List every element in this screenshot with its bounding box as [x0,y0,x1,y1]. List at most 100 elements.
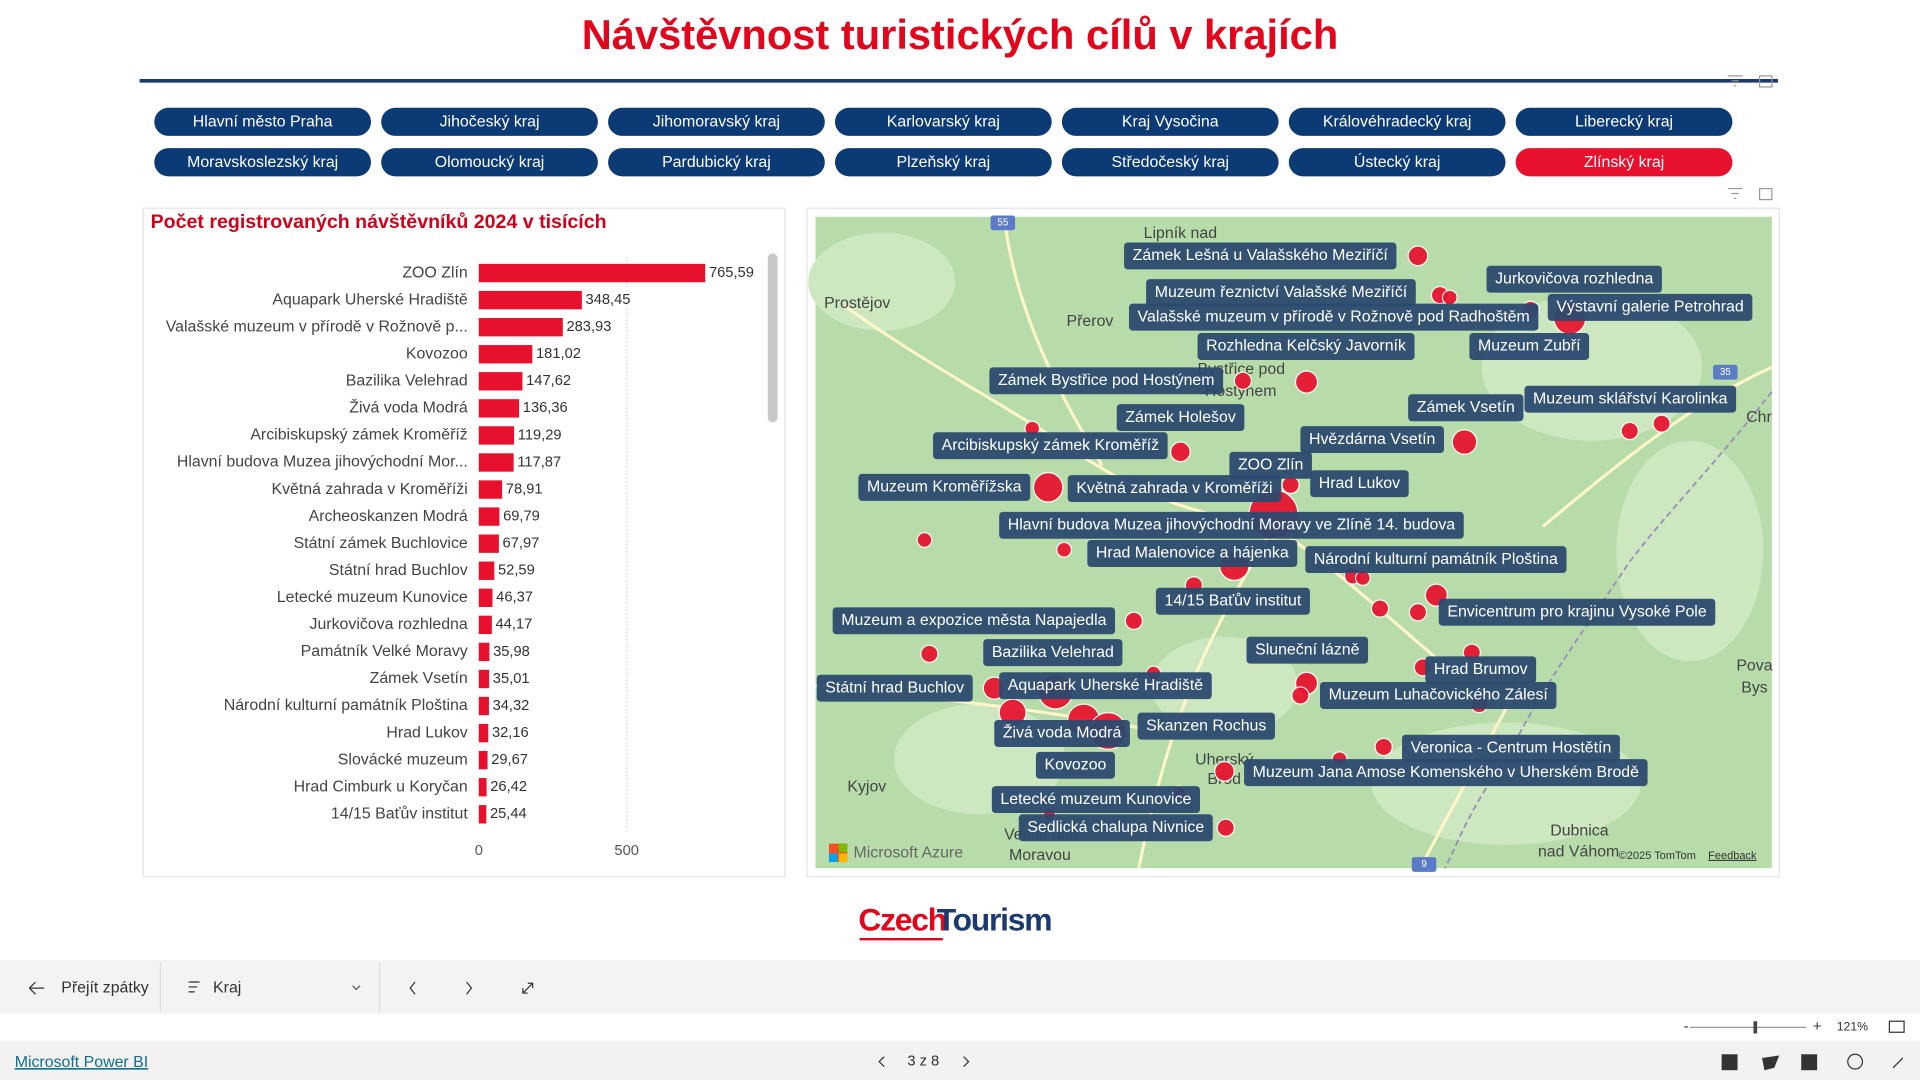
region-button-label[interactable]: Olomoucký kraj [435,154,545,171]
data-label: 147,62 [526,373,571,389]
powerbi-link[interactable]: Microsoft Power BI [15,1054,148,1071]
bar [478,453,514,472]
region-button[interactable] [154,107,372,136]
region-button[interactable] [608,148,825,177]
map-label-box [1137,712,1275,740]
region-button[interactable] [1288,148,1506,177]
map-label: Zámek Holešov [1125,409,1236,426]
region-dropdown[interactable]: Kraj [213,979,241,996]
map-label: Muzeum Zubří [1478,338,1581,355]
expand[interactable] [1892,1057,1904,1069]
map-point[interactable] [920,644,939,664]
map-point[interactable] [1407,245,1429,267]
map-point[interactable] [1124,611,1144,630]
x-tick-label: 0 [475,843,483,859]
map-place: nad Váhom [1538,843,1619,860]
region-button[interactable] [154,148,372,177]
linkedin[interactable] [1801,1054,1818,1071]
region-button-label[interactable]: Jihočeský kraj [440,114,540,131]
map-place: Bys [1741,679,1768,696]
map-point[interactable] [1652,414,1671,433]
map-label-box [1087,540,1298,567]
region-button-label[interactable]: Liberecký kraj [1575,114,1673,131]
map-label-box [1402,734,1620,762]
map-label: Zámek Bystřice pod Hostýnem [998,372,1215,389]
region-button[interactable] [608,107,825,136]
region-button-label[interactable]: Plzeňský kraj [896,154,990,171]
map-road [1541,365,1773,528]
road-number: 9 [1421,859,1426,870]
region-button[interactable] [834,107,1052,136]
dropdown-caret[interactable] [352,985,361,991]
page-prev[interactable] [878,1056,885,1067]
map-point[interactable] [1214,761,1235,782]
map-point[interactable] [1291,686,1310,705]
map-point[interactable] [1451,429,1478,455]
share[interactable] [1847,1053,1864,1070]
map-point[interactable] [1294,370,1319,394]
region-button-label[interactable]: Pardubický kraj [662,154,771,171]
ms-logo [838,843,848,853]
region-button[interactable] [381,107,598,136]
map-label-box [1146,279,1416,307]
region-button-label[interactable]: Ústecký kraj [1354,152,1441,171]
y-tick-label: Zámek Vsetín [370,670,468,687]
y-tick-label: 14/15 Baťův institut [331,804,468,822]
facebook[interactable] [1721,1054,1738,1071]
map-label-box [1197,333,1415,360]
region-button-label[interactable]: Jihomoravský kraj [653,114,780,131]
map-point[interactable] [1216,818,1235,837]
region-button-label[interactable]: Kraj Vysočina [1122,114,1219,131]
map-label-box [991,786,1200,814]
map-label: Jurkovičova rozhledna [1495,270,1653,287]
region-button-label[interactable]: Hlavní město Praha [193,114,333,131]
bar [478,372,523,391]
region-button[interactable] [1288,107,1506,136]
fit-button[interactable] [1888,1020,1905,1033]
map-point[interactable] [1408,603,1428,622]
map-point[interactable] [1374,737,1393,757]
map-label-box [1438,598,1716,626]
region-button-label[interactable]: Moravskoslezský kraj [187,154,338,171]
region-button[interactable] [834,148,1052,177]
region-button[interactable] [1061,148,1279,177]
collapse-button[interactable] [522,982,534,994]
map-label-box [1018,814,1213,842]
prev-button[interactable] [409,981,416,995]
map-point[interactable] [1370,599,1390,618]
map-point[interactable] [1620,421,1639,441]
region-button[interactable] [1515,107,1733,136]
region-button-label[interactable]: Karlovarský kraj [887,114,1000,131]
region-button-label[interactable]: Zlínský kraj [1584,154,1664,171]
page-indicator: 3 z 8 [907,1054,939,1070]
back-button[interactable]: Přejít zpátky [61,979,149,996]
map-point[interactable] [1056,541,1073,558]
region-button-label[interactable]: Královéhradecký kraj [1323,114,1472,131]
region-buttons: Hlavní město Praha Jihočeský kraj Jihomora… [154,107,1733,177]
data-label: 46,37 [496,590,533,606]
logo-tourism: Tourism [937,901,1052,937]
map-label-box [994,720,1130,747]
map-point[interactable] [1233,371,1253,390]
next-button[interactable] [466,981,473,995]
page-next[interactable] [963,1056,970,1067]
map-point[interactable] [1170,441,1191,463]
bar [478,805,487,824]
map-point[interactable] [916,532,933,548]
zoom-thumb[interactable] [1753,1021,1758,1034]
y-tick-label: Národní kulturní památník Ploština [224,697,468,714]
region-button[interactable] [1061,107,1279,136]
region-button[interactable] [381,148,598,177]
back-icon[interactable] [28,981,45,995]
map-feedback[interactable]: Feedback [1708,850,1757,862]
map-point[interactable] [1032,472,1064,503]
map-point[interactable] [1441,289,1458,306]
map-label: Arcibiskupský zámek Kroměříž [942,437,1159,454]
data-label: 181,02 [536,346,581,362]
zoom-out[interactable]: - [1684,1019,1689,1035]
region-button-label[interactable]: Středočeský kraj [1111,154,1229,171]
twitter[interactable] [1762,1055,1780,1071]
region-button[interactable] [1515,148,1733,177]
map-point[interactable] [1281,475,1300,495]
zoom-in[interactable]: + [1813,1019,1822,1035]
